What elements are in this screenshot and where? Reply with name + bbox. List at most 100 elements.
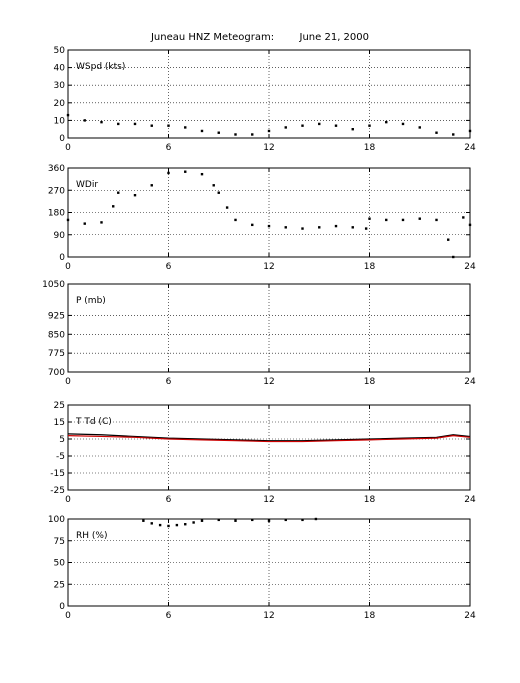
x-tick-label: 12 — [263, 377, 274, 387]
data-point — [200, 519, 204, 522]
x-tick-label: 18 — [364, 262, 376, 272]
y-tick-label: 850 — [48, 330, 65, 340]
data-point — [351, 226, 354, 229]
series-line-T — [67, 433, 471, 442]
data-point — [234, 218, 237, 222]
data-point — [225, 206, 229, 209]
data-point — [200, 172, 204, 176]
x-tick-label: 12 — [263, 495, 274, 505]
data-point — [368, 124, 371, 127]
x-tick-label: 0 — [65, 611, 71, 621]
data-point — [234, 133, 237, 136]
panel-label: RH (%) — [76, 531, 107, 541]
data-point — [364, 227, 368, 230]
data-point — [418, 217, 421, 220]
y-tick-label: -5 — [56, 452, 65, 462]
x-tick-label: 24 — [464, 495, 476, 505]
x-tick-label: 12 — [263, 262, 274, 272]
x-tick-label: 18 — [364, 611, 376, 621]
data-point — [184, 126, 187, 129]
data-point — [158, 523, 162, 527]
y-tick-label: 270 — [48, 186, 65, 196]
data-point — [133, 193, 137, 197]
x-tick-label: 18 — [364, 377, 376, 387]
data-point — [435, 218, 438, 222]
y-tick-label: -15 — [50, 469, 65, 479]
data-point — [217, 518, 220, 522]
x-tick-label: 18 — [364, 495, 376, 505]
data-point — [217, 191, 220, 194]
y-tick-label: -25 — [50, 486, 65, 496]
panel-label: T Td (C) — [75, 417, 112, 427]
data-point — [401, 122, 405, 126]
data-point — [167, 171, 170, 175]
panel-frame — [67, 283, 471, 373]
x-tick-label: 18 — [364, 143, 376, 153]
data-point — [267, 129, 271, 133]
y-tick-label: 360 — [48, 164, 65, 174]
data-point — [385, 218, 388, 222]
data-point — [368, 217, 371, 220]
x-tick-label: 24 — [464, 377, 476, 387]
x-tick-label: 6 — [166, 262, 172, 272]
data-point — [184, 523, 187, 526]
y-tick-label: 40 — [54, 64, 66, 74]
data-point — [175, 523, 179, 527]
data-point — [418, 126, 421, 129]
data-point — [318, 122, 321, 126]
x-tick-label: 6 — [166, 377, 172, 387]
x-tick-label: 24 — [464, 143, 476, 153]
data-point — [351, 128, 354, 131]
data-point — [284, 226, 287, 229]
data-point — [212, 184, 215, 187]
data-point — [100, 221, 103, 224]
data-point — [251, 223, 254, 227]
data-point — [83, 119, 86, 122]
data-point — [452, 133, 455, 136]
panel-label: WSpd (kts) — [76, 62, 125, 72]
y-tick-label: 90 — [54, 231, 66, 241]
data-point — [142, 519, 145, 522]
y-tick-label: 75 — [54, 537, 65, 547]
data-point — [267, 224, 271, 228]
x-tick-label: 12 — [263, 143, 274, 153]
x-tick-label: 0 — [65, 262, 71, 272]
data-point — [318, 226, 321, 229]
data-point — [66, 218, 70, 222]
data-point — [314, 517, 318, 521]
y-tick-label: 100 — [48, 515, 65, 525]
y-tick-label: 10 — [54, 116, 66, 126]
data-point — [301, 124, 304, 127]
data-point — [117, 191, 120, 194]
y-tick-label: 15 — [54, 418, 65, 428]
y-tick-label: 5 — [59, 435, 65, 445]
data-point — [267, 519, 271, 522]
y-tick-label: 20 — [54, 99, 66, 109]
x-tick-label: 24 — [464, 611, 476, 621]
data-point — [133, 122, 137, 126]
y-tick-label: 50 — [54, 46, 66, 56]
data-point — [251, 133, 254, 136]
y-tick-label: 0 — [59, 602, 65, 612]
x-tick-label: 6 — [166, 143, 172, 153]
panel-label: P (mb) — [76, 296, 106, 306]
y-tick-label: 25 — [54, 580, 65, 590]
data-point — [66, 113, 70, 117]
y-tick-label: 700 — [48, 368, 65, 378]
data-point — [447, 238, 450, 241]
data-point — [284, 126, 287, 129]
data-point — [200, 129, 204, 133]
data-point — [150, 124, 153, 127]
data-point — [251, 518, 254, 522]
x-tick-label: 6 — [166, 611, 172, 621]
y-tick-label: 1050 — [42, 280, 65, 290]
x-tick-label: 0 — [65, 143, 71, 153]
data-point — [334, 124, 338, 127]
y-tick-label: 30 — [54, 81, 66, 91]
y-tick-label: 0 — [59, 134, 65, 144]
y-tick-label: 50 — [54, 559, 66, 569]
data-point — [112, 205, 115, 208]
y-tick-label: 25 — [54, 401, 65, 411]
data-point — [284, 518, 287, 522]
